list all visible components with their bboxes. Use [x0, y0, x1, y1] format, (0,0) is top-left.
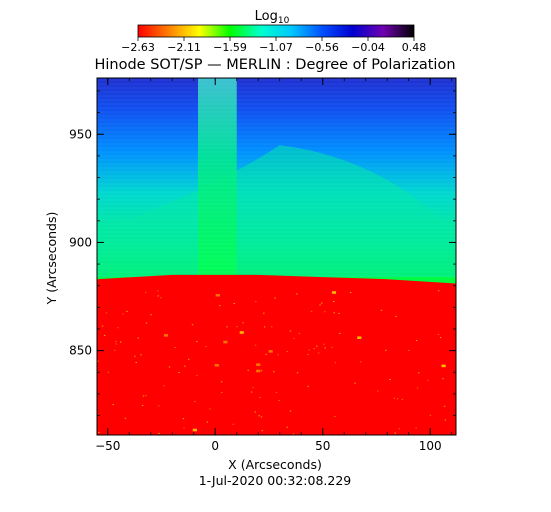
colorbar-tick-label: −0.56: [305, 41, 339, 54]
colorbar-ticks: −2.63 −2.11 −1.59 −1.07 −0.56 −0.04 0.48: [121, 37, 426, 54]
colorbar-tick-label: −1.07: [259, 41, 293, 54]
colorbar-tick-label: −2.63: [121, 41, 155, 54]
y-axis-label: Y (Arcseconds): [44, 212, 59, 306]
y-axis-ticks: 850 900 950: [69, 90, 456, 416]
y-tick-label: 900: [69, 235, 92, 249]
colorbar-tick-label: −0.04: [351, 41, 385, 54]
solar-disk: [97, 274, 456, 435]
colorbar-label: Log10: [255, 9, 290, 26]
timestamp: 1-Jul-2020 00:32:08.229: [199, 473, 352, 488]
x-tick-label: 0: [211, 439, 219, 453]
jet-feature: [198, 78, 237, 278]
chart-title: Hinode SOT/SP — MERLIN : Degree of Polar…: [94, 57, 455, 73]
x-axis-ticks: −50 0 50 100: [95, 78, 453, 453]
scan-lines: [97, 79, 456, 277]
plot-frame: [96, 77, 457, 436]
colorbar-tick-label: −1.59: [213, 41, 247, 54]
x-axis-label: X (Arcseconds): [228, 457, 322, 472]
colorbar-tick-label: 0.48: [402, 41, 427, 54]
y-tick-label: 850: [69, 344, 92, 358]
x-tick-label: 50: [315, 439, 330, 453]
colorbar-tick-label: −2.11: [167, 41, 201, 54]
x-tick-label: 100: [419, 439, 442, 453]
x-tick-label: −50: [95, 439, 120, 453]
corona-dome: [97, 145, 456, 278]
y-tick-label: 950: [69, 127, 92, 141]
colorbar: [137, 24, 415, 38]
plot-area: [97, 78, 456, 435]
